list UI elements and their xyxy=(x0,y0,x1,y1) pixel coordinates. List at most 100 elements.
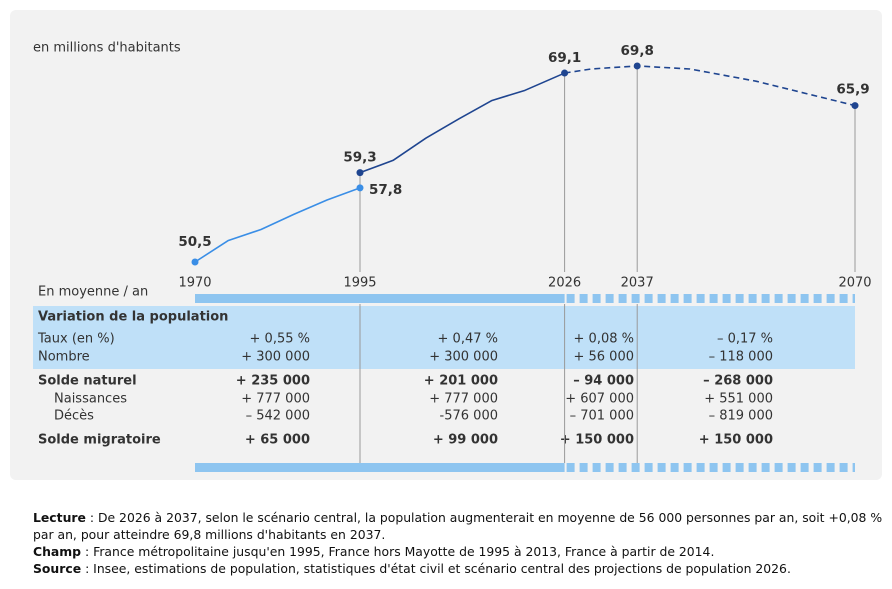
cell: + 0,08 % xyxy=(574,332,634,347)
row-label: Naissances xyxy=(54,392,127,407)
value-label: 65,9 xyxy=(836,82,869,98)
x-tick-label: 2070 xyxy=(838,276,871,291)
cell: -576 000 xyxy=(440,409,498,424)
cell: + 235 000 xyxy=(236,374,310,389)
period-bar-dash xyxy=(618,463,627,472)
period-bar-dash xyxy=(826,294,835,303)
period-bar-dash xyxy=(605,294,614,303)
section-bg xyxy=(33,306,855,369)
cell: + 150 000 xyxy=(560,433,634,448)
corner-label: En moyenne / an xyxy=(38,285,148,300)
cell: + 0,47 % xyxy=(438,332,498,347)
cell: + 607 000 xyxy=(565,392,634,407)
chart-panel xyxy=(10,10,882,480)
row-label: Décès xyxy=(54,409,94,424)
period-bar-dash xyxy=(631,463,640,472)
period-bar-dash xyxy=(722,463,731,472)
period-bar-dash xyxy=(800,294,809,303)
row-label: Solde migratoire xyxy=(38,433,161,448)
cell: + 150 000 xyxy=(699,433,773,448)
period-bar-dash xyxy=(839,463,848,472)
period-bar-dash xyxy=(813,463,822,472)
line xyxy=(564,65,856,107)
period-bar-dash xyxy=(787,294,796,303)
period-bar-dash xyxy=(592,463,601,472)
value-label: 69,1 xyxy=(548,50,581,66)
note-label: Champ xyxy=(33,544,82,559)
cell: – 94 000 xyxy=(573,374,634,389)
period-bar xyxy=(195,294,565,303)
period-bar-dash xyxy=(761,294,770,303)
period-bar-dash xyxy=(735,294,744,303)
period-bar-dash xyxy=(813,294,822,303)
period-bar-dash xyxy=(761,463,770,472)
period-bar-dash xyxy=(852,294,855,303)
cell: – 0,17 % xyxy=(717,332,773,347)
period-bar-dash xyxy=(748,463,757,472)
cell: + 300 000 xyxy=(241,350,310,365)
value-label: 69,8 xyxy=(621,43,654,59)
cell: + 300 000 xyxy=(429,350,498,365)
cell: + 777 000 xyxy=(429,392,498,407)
value-label: 57,8 xyxy=(369,182,402,198)
note-label: Source xyxy=(33,561,82,576)
x-tick-label: 1970 xyxy=(178,276,211,291)
cell: – 819 000 xyxy=(709,409,773,424)
point xyxy=(851,102,859,110)
period-bar-dash xyxy=(722,294,731,303)
period-bar-dash xyxy=(826,463,835,472)
period-bar-dash xyxy=(709,463,718,472)
period-bar-dash xyxy=(800,463,809,472)
period-bar-dash xyxy=(566,463,575,472)
x-tick-label: 1995 xyxy=(343,276,376,291)
line xyxy=(359,72,565,174)
chart-subtitle: en millions d'habitants xyxy=(33,41,181,56)
period-bar-dash xyxy=(579,463,588,472)
row-label: Solde naturel xyxy=(38,374,137,389)
cell: + 551 000 xyxy=(704,392,773,407)
period-bar-dash xyxy=(787,463,796,472)
cell: + 65 000 xyxy=(245,433,310,448)
period-bar-dash xyxy=(696,294,705,303)
point xyxy=(191,258,199,266)
cell: + 56 000 xyxy=(573,350,634,365)
note-text: : France métropolitaine jusqu'en 1995, F… xyxy=(81,544,715,559)
section-label: Variation de la population xyxy=(38,310,228,325)
cell: – 118 000 xyxy=(709,350,773,365)
cell: – 542 000 xyxy=(246,409,310,424)
note: Source : Insee, estimations de populatio… xyxy=(33,560,883,577)
period-bar-dash xyxy=(696,463,705,472)
note: Champ : France métropolitaine jusqu'en 1… xyxy=(33,543,883,560)
period-bar-dash xyxy=(644,294,653,303)
period-bar-dash xyxy=(774,294,783,303)
period-bar-dash xyxy=(631,294,640,303)
point xyxy=(633,62,641,70)
period-bar-dash xyxy=(670,463,679,472)
x-tick-label: 2037 xyxy=(621,276,654,291)
cell: + 777 000 xyxy=(241,392,310,407)
value-label: 59,3 xyxy=(343,150,376,166)
note-label: Lecture xyxy=(33,510,86,525)
cell: + 99 000 xyxy=(433,433,498,448)
period-bar-dash xyxy=(579,294,588,303)
period-bar-dash xyxy=(735,463,744,472)
period-bar-dash xyxy=(774,463,783,472)
row-label: Nombre xyxy=(38,350,90,365)
notes: Lecture : De 2026 à 2037, selon le scéna… xyxy=(33,509,883,577)
period-bar-dash xyxy=(748,294,757,303)
period-bar-dash xyxy=(592,294,601,303)
period-bar-dash xyxy=(657,294,666,303)
note: Lecture : De 2026 à 2037, selon le scéna… xyxy=(33,509,883,543)
period-bar-dash xyxy=(839,294,848,303)
note-text: : Insee, estimations de population, stat… xyxy=(81,561,791,576)
line xyxy=(194,187,361,263)
period-bar-dash xyxy=(605,463,614,472)
period-bar-dash xyxy=(657,463,666,472)
period-bar xyxy=(195,463,565,472)
period-bar-dash xyxy=(683,294,692,303)
period-bar-dash xyxy=(644,463,653,472)
note-text: : De 2026 à 2037, selon le scénario cent… xyxy=(33,510,883,542)
point xyxy=(356,169,364,177)
